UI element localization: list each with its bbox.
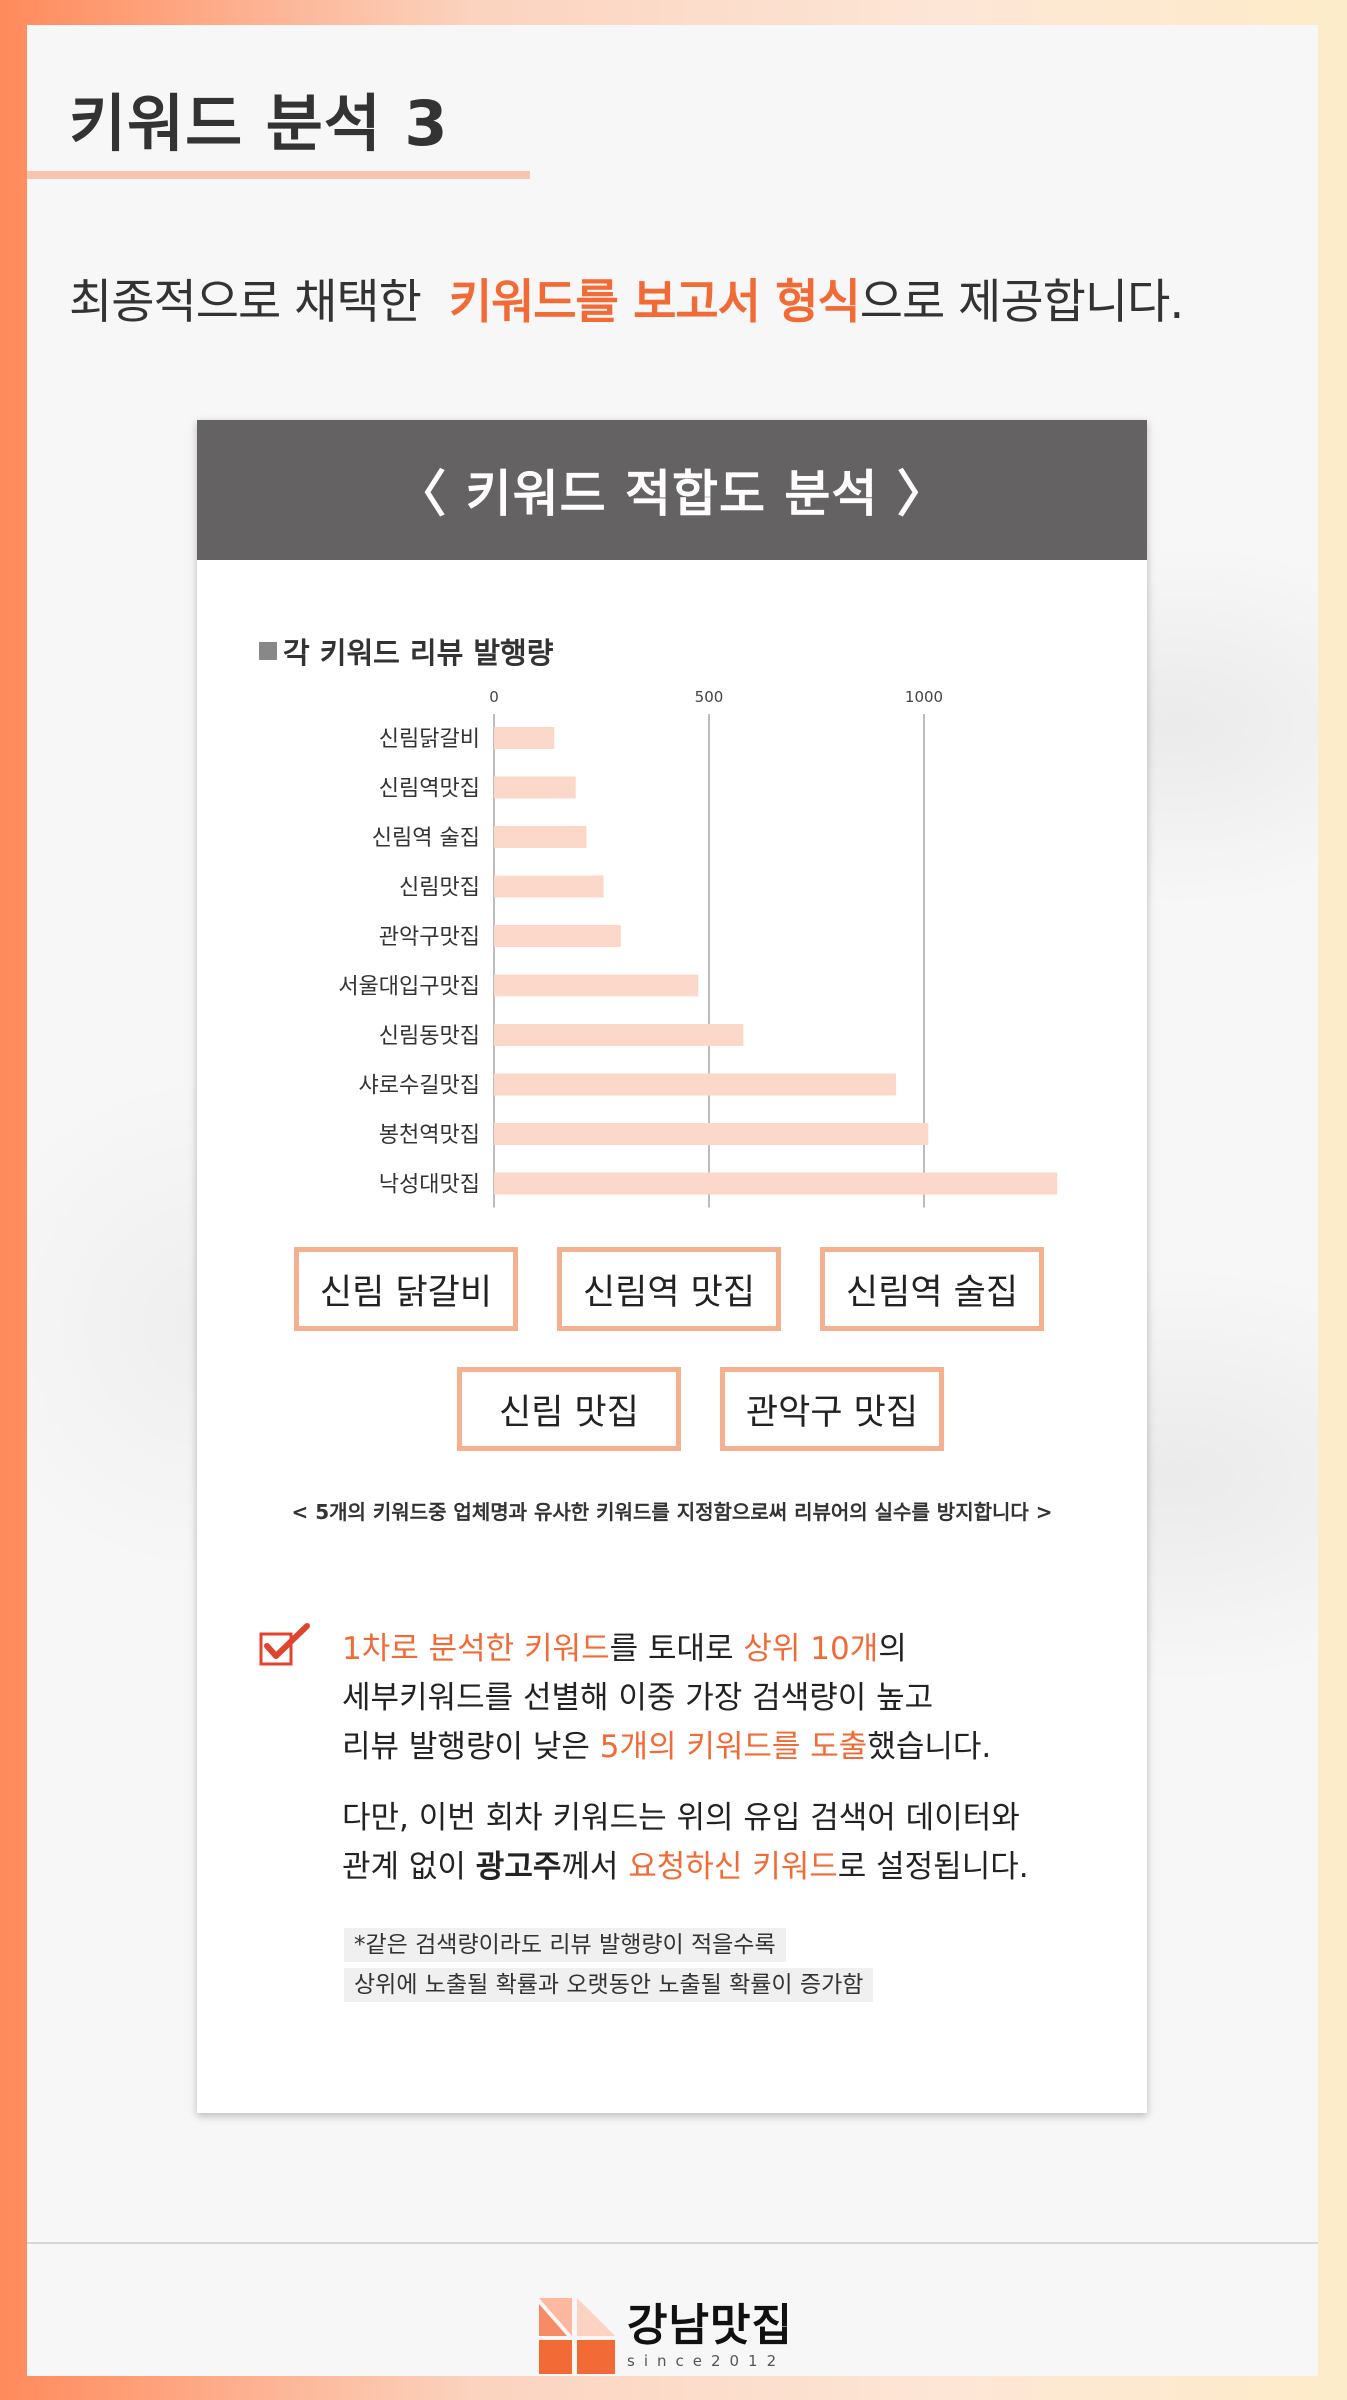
page-subtitle: 최종적으로 채택한 키워드를 보고서 형식으로 제공합니다. xyxy=(69,263,1185,332)
title-underline xyxy=(27,171,530,179)
category-label-10: 낙성대맛집 xyxy=(379,1173,480,1198)
description-line-5: 관계 없이 광고주께서 요청하신 키워드로 설정됩니다. xyxy=(342,1843,1029,1892)
x-tick-label-1000: 1000 xyxy=(905,688,943,706)
chart-label-text: 각 키워드 리뷰 발행량 xyxy=(283,636,554,670)
checkbox-check-icon xyxy=(259,1623,310,1666)
description-line-3: 리뷰 발행량이 낮은 5개의 키워드를 도출했습니다. xyxy=(342,1723,991,1772)
card-header: 〈 키워드 적합도 분석 〉 xyxy=(197,420,1147,560)
description-line-1: 1차로 분석한 키워드를 토대로 상위 10개의 xyxy=(342,1625,907,1674)
page-frame: 키워드 분석 3 최종적으로 채택한 키워드를 보고서 형식으로 제공합니다. … xyxy=(27,25,1318,2376)
bar-8 xyxy=(494,1073,897,1096)
chart-label: 각 키워드 리뷰 발행량 xyxy=(259,630,553,672)
logo-name: 강남맛집 xyxy=(627,2300,793,2351)
desc-text-1: 를 토대로 xyxy=(609,1631,744,1667)
square-bullet-icon xyxy=(259,642,277,660)
category-label-4: 신림맛집 xyxy=(399,876,480,901)
description-line-4: 다만, 이번 회차 키워드는 위의 유입 검색어 데이터와 xyxy=(342,1800,1020,1836)
bar-9 xyxy=(494,1123,929,1145)
desc-text-4: 했습니다. xyxy=(867,1729,992,1765)
logo-text: 강남맛집 since2012 xyxy=(627,2300,793,2371)
category-label-6: 서울대입구맛집 xyxy=(338,975,480,1000)
desc-text-5: 관계 없이 xyxy=(342,1849,476,1885)
footer-divider xyxy=(27,2242,1318,2244)
bar-2 xyxy=(494,776,576,799)
keyword-box-4: 신림 맛집 xyxy=(457,1367,681,1451)
description-line-2: 세부키워드를 선별해 이중 가장 검색량이 높고 xyxy=(342,1680,934,1716)
footnote-line-1: *같은 검색량이라도 리뷰 발행량이 적을수록 xyxy=(344,1928,786,1962)
desc-highlight-1: 1차로 분석한 키워드 xyxy=(342,1631,610,1667)
keyword-note: < 5개의 키워드중 업체명과 유사한 키워드를 지정함으로써 리뷰어의 실수를… xyxy=(291,1500,1053,1524)
x-tick-label-0: 0 xyxy=(489,688,499,706)
bar-6 xyxy=(494,974,699,997)
keyword-box-3: 신림역 술집 xyxy=(820,1247,1044,1331)
category-label-1: 신림닭갈비 xyxy=(379,727,480,752)
logo-since: since2012 xyxy=(627,2352,786,2370)
desc-highlight-4: 요청하신 키워드 xyxy=(628,1849,838,1885)
desc-text-2: 의 xyxy=(878,1631,907,1667)
keyword-box-5: 관악구 맛집 xyxy=(720,1367,944,1451)
category-label-9: 봉천역맛집 xyxy=(379,1123,480,1148)
bar-3 xyxy=(494,826,587,848)
bar-5 xyxy=(494,925,621,947)
desc-highlight-3: 5개의 키워드를 도출 xyxy=(599,1729,868,1765)
desc-bold-1: 광고주 xyxy=(475,1849,562,1885)
subtitle-highlight: 키워드를 보고서 형식 xyxy=(448,275,861,330)
subtitle-prefix: 최종적으로 채택한 xyxy=(69,275,422,330)
bar-1 xyxy=(494,727,555,749)
bar-10 xyxy=(494,1172,1058,1195)
category-label-2: 신림역맛집 xyxy=(379,777,480,802)
category-label-5: 관악구맛집 xyxy=(379,925,480,950)
x-tick-label-500: 500 xyxy=(695,688,724,706)
footnote-line-2: 상위에 노출될 확률과 오랫동안 노출될 확률이 증가함 xyxy=(344,1968,874,2002)
keyword-box-2: 신림역 맛집 xyxy=(557,1247,781,1331)
keyword-box-1: 신림 닭갈비 xyxy=(294,1247,518,1331)
desc-text-7: 로 설정됩니다. xyxy=(837,1849,1029,1885)
subtitle-suffix: 으로 제공합니다. xyxy=(859,275,1185,330)
report-card: 〈 키워드 적합도 분석 〉 각 키워드 리뷰 발행량 0 500 1000 신림닭갈… xyxy=(197,420,1147,2113)
desc-text-3: 리뷰 발행량이 낮은 xyxy=(342,1729,600,1765)
desc-text-6: 께서 xyxy=(561,1849,629,1885)
bar-7 xyxy=(494,1024,744,1046)
desc-highlight-2: 상위 10개 xyxy=(743,1631,879,1667)
bar-4 xyxy=(494,875,604,898)
brand-logo: 강남맛집 since2012 xyxy=(539,2298,793,2374)
category-label-8: 샤로수길맛집 xyxy=(359,1074,480,1099)
logo-mark-icon xyxy=(539,2298,617,2374)
category-label-7: 신림동맛집 xyxy=(379,1024,480,1049)
category-label-3: 신림역 술집 xyxy=(372,826,480,851)
page-title: 키워드 분석 3 xyxy=(69,87,449,160)
